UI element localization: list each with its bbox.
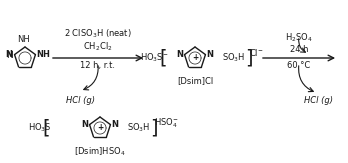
Text: NH: NH	[37, 50, 50, 59]
Text: N: N	[111, 120, 118, 129]
Text: N: N	[176, 50, 183, 59]
Text: 12 h, r.t.: 12 h, r.t.	[80, 61, 116, 70]
Text: Cl$^{-}$: Cl$^{-}$	[249, 47, 263, 59]
Text: [: [	[159, 49, 167, 67]
Text: SO$_3$H: SO$_3$H	[127, 122, 150, 134]
Text: 60 °C: 60 °C	[287, 61, 311, 70]
Text: N: N	[81, 120, 88, 129]
Text: ]: ]	[150, 119, 158, 138]
Text: ]: ]	[245, 49, 253, 67]
Text: N: N	[6, 51, 13, 59]
Text: N: N	[206, 50, 213, 59]
Text: 24 h: 24 h	[290, 45, 308, 54]
Text: H$_2$SO$_4$: H$_2$SO$_4$	[285, 31, 313, 44]
Text: CH$_2$Cl$_2$: CH$_2$Cl$_2$	[83, 40, 113, 53]
Text: +: +	[97, 124, 103, 133]
Text: [Dsim]Cl: [Dsim]Cl	[177, 76, 213, 85]
Text: HCl (g): HCl (g)	[65, 96, 95, 105]
FancyArrowPatch shape	[299, 66, 313, 92]
Text: HO$_3$S$^{-}$: HO$_3$S$^{-}$	[140, 52, 169, 64]
Text: 2 ClSO$_3$H (neat): 2 ClSO$_3$H (neat)	[64, 28, 132, 40]
FancyArrowPatch shape	[84, 66, 98, 90]
Text: N: N	[6, 50, 13, 59]
Text: SO$_3$H: SO$_3$H	[222, 52, 245, 64]
Text: [: [	[42, 119, 50, 138]
Text: [Dsim]HSO$_4$: [Dsim]HSO$_4$	[74, 146, 126, 158]
Text: HO$_3$S: HO$_3$S	[28, 122, 52, 134]
Text: HSO$_4^{-}$: HSO$_4^{-}$	[154, 116, 179, 130]
Text: NH: NH	[17, 35, 29, 44]
Text: HCl (g): HCl (g)	[304, 96, 333, 105]
Text: +: +	[192, 53, 198, 62]
FancyArrowPatch shape	[299, 39, 306, 52]
